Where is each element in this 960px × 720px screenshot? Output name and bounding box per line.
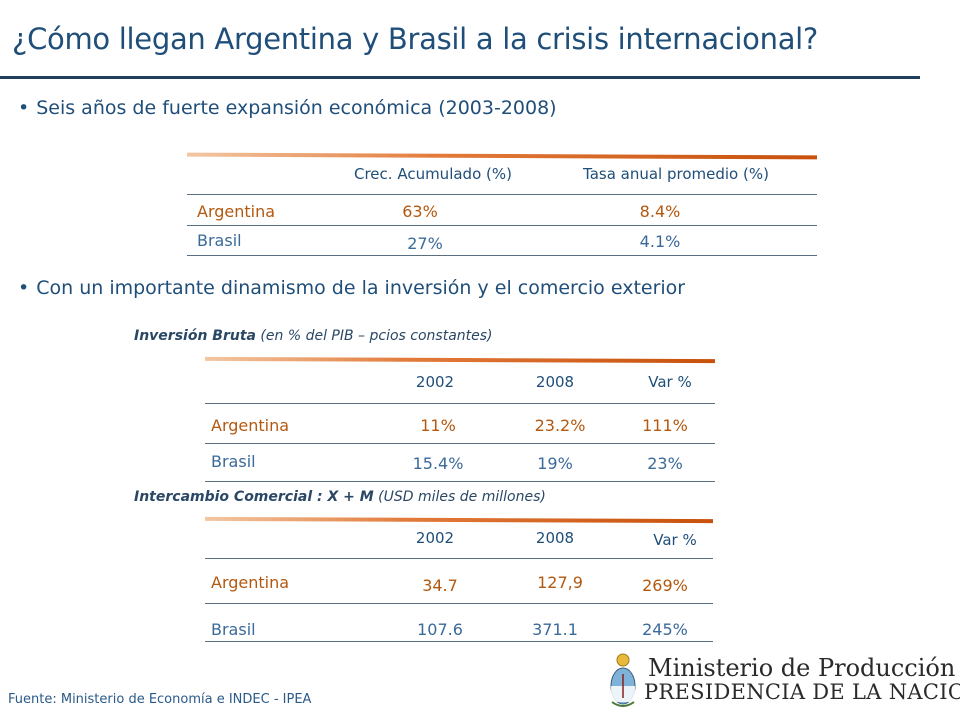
investment-header-var: Var % bbox=[648, 373, 692, 391]
trade-brasil-2002: 107.6 bbox=[417, 620, 463, 639]
investment-subtitle: Inversión Bruta (en % del PIB – pcios co… bbox=[134, 328, 493, 344]
investment-subtitle-bold: Inversión Bruta bbox=[134, 328, 256, 344]
logo-ministry-name: Ministerio de Producción bbox=[648, 654, 956, 682]
trade-table-header-rule bbox=[205, 558, 713, 559]
growth-table-header-rule bbox=[187, 194, 817, 195]
investment-header-2002: 2002 bbox=[415, 373, 455, 391]
growth-brasil-annual: 4.1% bbox=[639, 232, 681, 251]
investment-table-row-rule bbox=[205, 443, 715, 444]
argentina-coat-of-arms-icon bbox=[610, 653, 636, 707]
trade-argentina-2008: 127,9 bbox=[537, 573, 583, 592]
trade-brasil-2008: 371.1 bbox=[532, 620, 578, 639]
growth-table-top-rule bbox=[186, 152, 818, 160]
growth-argentina-annual: 8.4% bbox=[639, 202, 681, 221]
growth-row-brasil-label: Brasil bbox=[197, 231, 242, 250]
investment-brasil-2002: 15.4% bbox=[412, 454, 464, 473]
growth-brasil-accumulated: 27% bbox=[407, 234, 443, 253]
logo-presidency: PRESIDENCIA DE LA NACION bbox=[644, 680, 960, 704]
investment-row-argentina-label: Argentina bbox=[211, 416, 290, 435]
trade-argentina-2002: 34.7 bbox=[422, 576, 458, 595]
investment-brasil-var: 23% bbox=[647, 454, 683, 473]
trade-table-bottom-rule bbox=[205, 641, 713, 642]
investment-table-top-rule bbox=[204, 356, 716, 364]
growth-header-accumulated: Crec. Acumulado (%) bbox=[354, 165, 512, 183]
ministry-logo: Ministerio de Producción PRESIDENCIA DE … bbox=[606, 648, 960, 716]
growth-row-argentina-label: Argentina bbox=[197, 202, 276, 221]
growth-header-annual: Tasa anual promedio (%) bbox=[583, 165, 769, 183]
investment-row-brasil-label: Brasil bbox=[211, 452, 256, 471]
investment-subtitle-rest: (en % del PIB – pcios constantes) bbox=[255, 328, 493, 344]
trade-row-argentina-label: Argentina bbox=[211, 573, 290, 592]
bullet-expansion: Seis años de fuerte expansión económica … bbox=[18, 97, 556, 119]
growth-table-bottom-rule bbox=[187, 255, 817, 256]
investment-table-bottom-rule bbox=[205, 481, 715, 482]
growth-argentina-accumulated: 63% bbox=[402, 202, 438, 221]
investment-argentina-2002: 11% bbox=[420, 416, 456, 435]
trade-subtitle-bold: Intercambio Comercial : X + M bbox=[134, 489, 374, 505]
trade-argentina-var: 269% bbox=[642, 576, 688, 595]
source-note: Fuente: Ministerio de Economía e INDEC -… bbox=[8, 692, 312, 707]
trade-table-top-rule bbox=[204, 516, 714, 524]
page-title: ¿Cómo llegan Argentina y Brasil a la cri… bbox=[12, 22, 819, 56]
trade-header-2002: 2002 bbox=[415, 529, 455, 547]
investment-table-header-rule bbox=[205, 403, 715, 404]
investment-argentina-2008: 23.2% bbox=[534, 416, 586, 435]
bullet-investment-trade: Con un importante dinamismo de la invers… bbox=[18, 277, 685, 299]
investment-argentina-var: 111% bbox=[642, 416, 688, 435]
trade-subtitle: Intercambio Comercial : X + M (USD miles… bbox=[134, 489, 546, 505]
growth-table-row-rule bbox=[187, 225, 817, 226]
trade-brasil-var: 245% bbox=[642, 620, 688, 639]
trade-subtitle-rest: (USD miles de millones) bbox=[373, 489, 546, 505]
trade-table-row-rule bbox=[205, 603, 713, 604]
investment-header-2008: 2008 bbox=[535, 373, 575, 391]
trade-header-var: Var % bbox=[653, 531, 697, 549]
trade-row-brasil-label: Brasil bbox=[211, 620, 256, 639]
title-divider bbox=[0, 76, 920, 79]
trade-header-2008: 2008 bbox=[535, 529, 575, 547]
investment-brasil-2008: 19% bbox=[537, 454, 573, 473]
